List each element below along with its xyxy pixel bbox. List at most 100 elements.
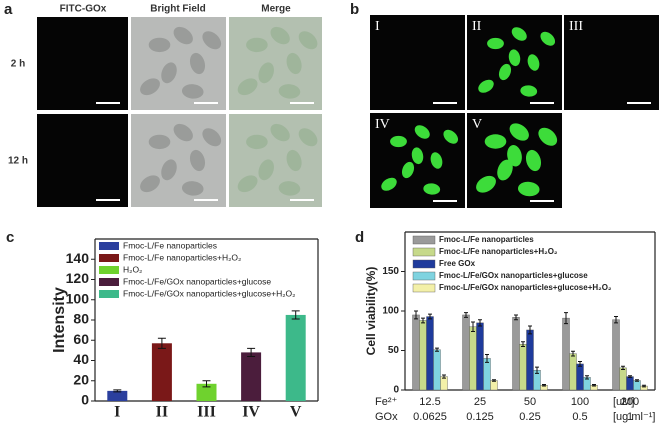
cell bbox=[401, 161, 415, 179]
error-bar bbox=[635, 379, 639, 382]
y-axis-label: Intensity bbox=[51, 287, 68, 353]
x-tick-label: 0.5 bbox=[572, 411, 587, 423]
cell bbox=[286, 52, 302, 75]
error-bar bbox=[291, 310, 300, 320]
image-label: II bbox=[472, 19, 482, 34]
error-bar bbox=[492, 379, 496, 382]
legend-label: Fmoc-L/Fe/GOx nanoparticles+glucose bbox=[439, 271, 588, 280]
cell bbox=[148, 134, 171, 150]
cell bbox=[423, 183, 441, 195]
error-bar bbox=[471, 321, 475, 333]
x-tick-label: I bbox=[114, 404, 120, 421]
y-tick-label: 0 bbox=[81, 392, 89, 408]
unit-label: [uM] bbox=[613, 396, 634, 408]
bar bbox=[285, 314, 306, 401]
legend-swatch bbox=[99, 290, 119, 298]
bar bbox=[562, 317, 570, 391]
panel-label: c bbox=[6, 229, 14, 246]
legend-label: Fmoc-L/Fe nanoparticles bbox=[123, 240, 217, 250]
x-tick-label: V bbox=[290, 404, 302, 421]
error-bar bbox=[521, 341, 525, 348]
x-tick-label: 25 bbox=[474, 396, 486, 408]
legend-label: Fmoc-L/Fe nanoparticles bbox=[439, 235, 534, 244]
row-header: 12 h bbox=[8, 156, 28, 167]
y-tick-label: 60 bbox=[73, 331, 89, 347]
y-tick-label: 150 bbox=[382, 266, 399, 277]
cell bbox=[381, 177, 397, 191]
legend-swatch bbox=[412, 259, 436, 269]
legend-label: Fmoc-L/Fe/GOx nanoparticles+glucose+H₂O₂ bbox=[439, 283, 612, 292]
bar bbox=[419, 320, 427, 391]
y-tick-label: 100 bbox=[66, 290, 90, 306]
cell bbox=[173, 26, 193, 45]
x-tick-label: 12.5 bbox=[419, 396, 440, 408]
error-bar bbox=[564, 312, 568, 325]
legend-swatch bbox=[99, 278, 119, 286]
cell bbox=[270, 26, 290, 45]
error-bar bbox=[247, 347, 256, 357]
image-label: IV bbox=[375, 117, 390, 132]
panel-label: b bbox=[350, 1, 359, 18]
cell bbox=[140, 175, 160, 193]
error-bar bbox=[442, 374, 446, 379]
bar bbox=[412, 314, 420, 391]
error-bar bbox=[628, 375, 632, 378]
cell bbox=[538, 127, 558, 146]
bar bbox=[476, 322, 484, 391]
error-bar bbox=[414, 310, 418, 320]
micrograph bbox=[564, 15, 659, 110]
cell bbox=[237, 78, 258, 96]
legend-label: Free GOx bbox=[439, 259, 476, 268]
column-header: Bright Field bbox=[150, 4, 206, 15]
error-bar bbox=[578, 361, 582, 367]
cell bbox=[298, 31, 318, 50]
legend-label: Fmoc-L/Fe nanoparticles+H₂O₂ bbox=[123, 252, 241, 262]
micrograph bbox=[37, 17, 128, 110]
bar bbox=[612, 319, 620, 391]
cell bbox=[202, 31, 222, 50]
error-bar bbox=[592, 383, 596, 387]
error-bar bbox=[514, 314, 518, 321]
cell bbox=[270, 123, 290, 142]
legend-swatch bbox=[99, 254, 119, 262]
cell bbox=[507, 145, 522, 167]
x-tick-label: II bbox=[156, 404, 168, 421]
image-label: V bbox=[472, 117, 482, 132]
cell bbox=[476, 175, 496, 193]
error-bar bbox=[435, 347, 439, 352]
panel-label: d bbox=[355, 229, 364, 246]
bar bbox=[462, 314, 470, 391]
bar bbox=[426, 316, 434, 391]
bar bbox=[569, 353, 577, 391]
cell bbox=[443, 129, 459, 144]
x-tick-label: IV bbox=[242, 404, 260, 421]
x-tick-label: 100 bbox=[571, 396, 589, 408]
legend-swatch bbox=[99, 242, 119, 250]
cell bbox=[140, 78, 160, 96]
cell bbox=[430, 152, 443, 169]
cell bbox=[414, 125, 430, 139]
y-tick-label: 140 bbox=[66, 250, 90, 266]
bar bbox=[469, 326, 477, 391]
cell bbox=[390, 135, 407, 148]
cell bbox=[498, 63, 512, 81]
error-bar bbox=[621, 365, 625, 370]
error-bar bbox=[421, 317, 425, 324]
error-bar bbox=[485, 353, 489, 363]
cell bbox=[411, 147, 424, 165]
error-bar bbox=[585, 375, 589, 380]
bar bbox=[151, 343, 172, 401]
row-label: Fe²⁺ bbox=[375, 396, 398, 408]
bar bbox=[633, 380, 641, 391]
cell bbox=[508, 49, 521, 67]
cell bbox=[202, 128, 222, 147]
error-bar bbox=[464, 312, 468, 318]
y-tick-label: 80 bbox=[73, 311, 89, 327]
panel-label: a bbox=[4, 1, 13, 18]
legend-swatch bbox=[412, 283, 436, 293]
cell bbox=[148, 37, 171, 53]
cell bbox=[246, 37, 268, 53]
cell bbox=[525, 149, 542, 172]
column-header: Merge bbox=[261, 4, 291, 15]
